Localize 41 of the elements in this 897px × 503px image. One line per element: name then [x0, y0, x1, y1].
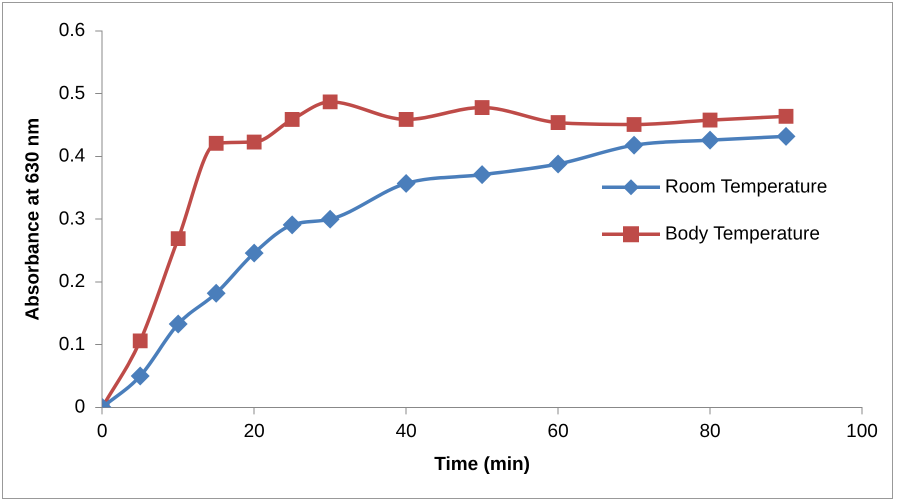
point: [284, 112, 300, 127]
point: [208, 136, 224, 151]
point: [322, 94, 338, 110]
x-tick-label: 80: [699, 421, 721, 442]
point: [132, 333, 148, 348]
y-axis-title: Absorbance at 630 nm: [22, 118, 44, 321]
point: [207, 284, 225, 302]
point: [283, 216, 301, 234]
y-tick-label: 0.3: [58, 208, 86, 230]
point: [397, 174, 415, 192]
x-tick-label: 0: [96, 421, 108, 442]
point: [549, 155, 567, 173]
point: [550, 115, 566, 130]
legend-label: Room Temperature: [665, 176, 828, 198]
point: [473, 166, 491, 184]
y-tick-label: 0.2: [58, 271, 86, 292]
x-tick-label: 40: [396, 421, 417, 442]
y-tick-label: 0.6: [58, 20, 86, 42]
point: [321, 210, 339, 228]
point: [626, 117, 642, 132]
point: [169, 315, 187, 333]
point: [131, 367, 149, 385]
point: [778, 108, 794, 124]
x-axis-title: Time (min): [434, 454, 530, 475]
point: [398, 112, 414, 127]
y-tick-label: 0.4: [58, 146, 86, 167]
point: [702, 112, 718, 128]
legend-label: Body Temperature: [665, 223, 820, 244]
point: [245, 244, 263, 262]
y-tick-label: 0: [74, 396, 86, 418]
x-tick-label: 100: [846, 421, 878, 442]
y-tick-label: 0.1: [58, 334, 86, 355]
point: [170, 231, 186, 246]
point: [777, 128, 795, 146]
point: [625, 136, 643, 154]
point: [474, 100, 490, 115]
point: [701, 131, 719, 149]
y-tick-label: 0.5: [58, 82, 86, 104]
point: [246, 134, 262, 150]
x-tick-label: 20: [244, 421, 265, 442]
x-tick-label: 60: [548, 421, 569, 442]
